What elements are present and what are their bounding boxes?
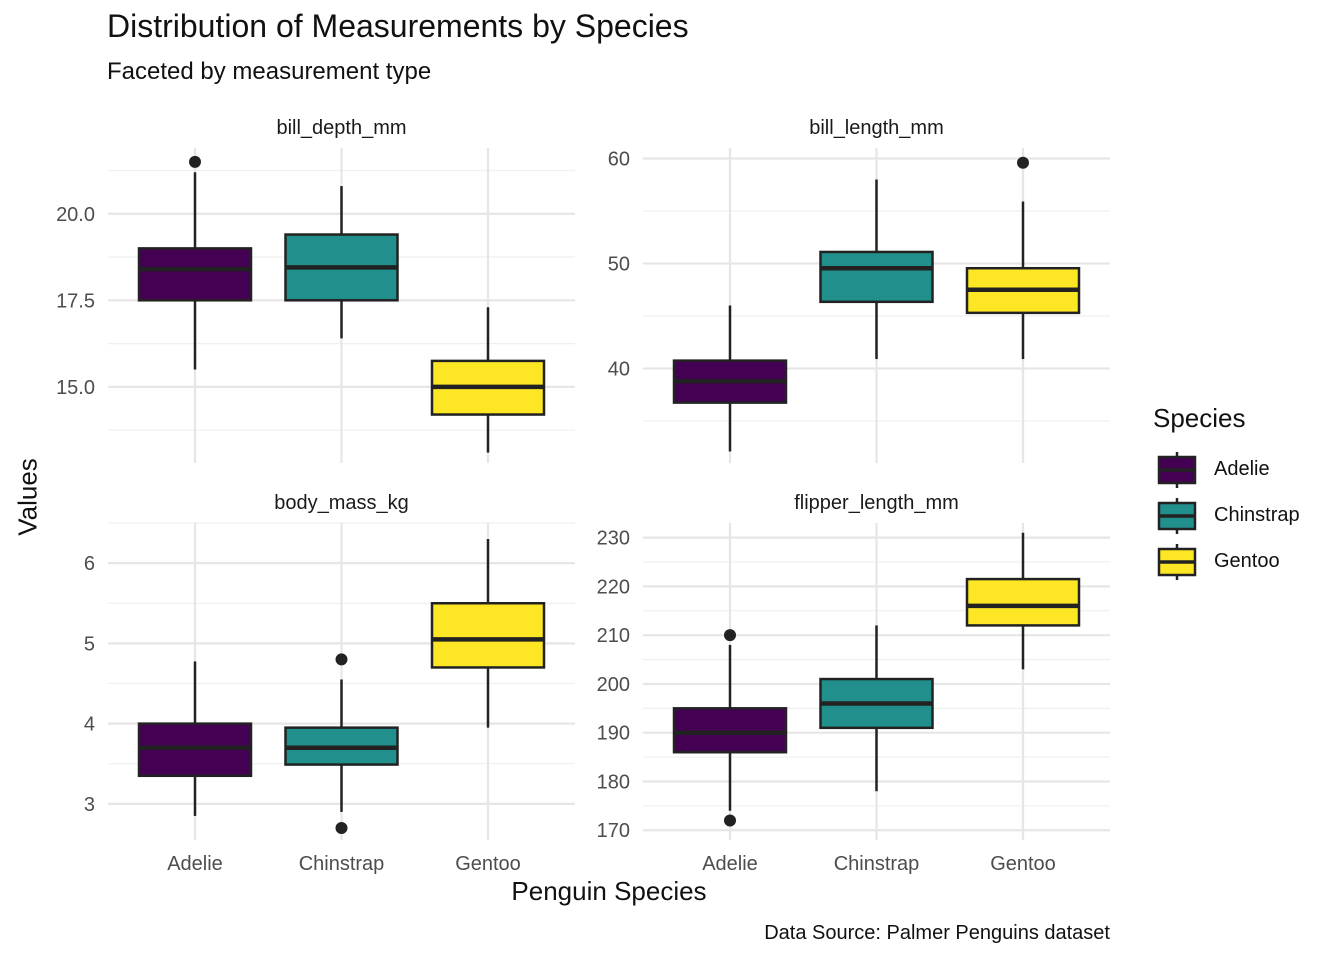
facet-panel-flipper-length-mm: 170 180 190 200 210 220 230 flipper_length_mm Ad… [597, 492, 1110, 875]
outlier-point [335, 653, 348, 666]
x-axis-label: Penguin Species [511, 876, 707, 906]
facet-strip-label: bill_depth_mm [276, 117, 406, 139]
x-tick-label: Gentoo [455, 853, 521, 875]
y-tick-label: 60 [608, 149, 630, 171]
chart-title: Distribution of Measurements by Species [107, 8, 689, 44]
y-tick-label: 200 [597, 674, 630, 696]
box-iqr [430, 602, 546, 669]
box-iqr [672, 707, 788, 754]
outlier-point [335, 821, 348, 834]
box-gentoo [965, 156, 1081, 360]
facet-panel-bill-depth-mm: 15.0 17.5 20.0 bill_depth_mm [56, 117, 575, 463]
legend-key-adelie [1157, 452, 1197, 488]
y-tick-label: 170 [597, 820, 630, 842]
box-chinstrap [819, 625, 934, 792]
y-tick-label: 190 [597, 723, 630, 745]
box-chinstrap [284, 653, 399, 834]
y-tick-label: 6 [84, 553, 95, 575]
facet-strip-label: flipper_length_mm [794, 492, 959, 514]
y-axis-label: Values [12, 458, 43, 536]
box-gentoo [430, 307, 546, 453]
box-chinstrap [819, 179, 934, 360]
legend-key-gentoo [1157, 544, 1197, 580]
x-tick-label: Chinstrap [299, 853, 385, 875]
y-tick-label: 40 [608, 359, 630, 381]
legend-label: Adelie [1214, 458, 1270, 480]
chart-subtitle: Faceted by measurement type [107, 58, 432, 85]
y-tick-label: 20.0 [56, 204, 95, 226]
y-tick-label: 180 [597, 771, 630, 793]
box-adelie [137, 661, 253, 816]
legend-label: Chinstrap [1214, 504, 1300, 526]
box-iqr [819, 250, 934, 304]
outlier-point [189, 155, 201, 168]
y-tick-label: 210 [597, 625, 630, 647]
y-tick-label: 4 [84, 714, 95, 736]
box-adelie [672, 305, 788, 452]
outlier-point [724, 814, 736, 827]
y-tick-label: 15.0 [56, 377, 95, 399]
x-tick-label: Adelie [702, 853, 758, 875]
outlier-point [1017, 156, 1029, 169]
chart-caption: Data Source: Palmer Penguins dataset [764, 922, 1110, 944]
y-tick-label: 5 [84, 633, 95, 655]
facet-panel-bill-length-mm: 40 50 60 bill_length_mm [608, 117, 1110, 463]
legend-item-gentoo: Gentoo [1156, 544, 1280, 580]
box-iqr [137, 247, 253, 302]
legend-item-chinstrap: Chinstrap [1156, 498, 1300, 534]
y-tick-label: 220 [597, 576, 630, 598]
facet-panel-body-mass-kg: 3 4 5 6 body_mass_kg Adelie Chinstrap Gentoo [84, 492, 575, 875]
facet-strip-label: bill_length_mm [809, 117, 944, 139]
y-tick-label: 17.5 [56, 290, 95, 312]
facet-strip-label: body_mass_kg [274, 492, 409, 514]
legend-title: Species [1153, 403, 1246, 433]
y-tick-label: 3 [84, 794, 95, 816]
outlier-point [724, 629, 736, 642]
box-chinstrap [284, 186, 399, 339]
legend-item-adelie: Adelie [1156, 452, 1270, 488]
y-tick-label: 50 [608, 254, 630, 276]
box-iqr [965, 577, 1081, 627]
box-gentoo [430, 539, 546, 728]
legend-key-chinstrap [1157, 498, 1197, 534]
box-adelie [137, 155, 253, 370]
box-gentoo [965, 532, 1081, 670]
y-tick-label: 230 [597, 528, 630, 550]
x-tick-label: Chinstrap [834, 853, 920, 875]
legend-label: Gentoo [1214, 550, 1280, 572]
x-tick-label: Adelie [167, 853, 223, 875]
box-adelie [672, 629, 788, 827]
x-tick-label: Gentoo [990, 853, 1056, 875]
